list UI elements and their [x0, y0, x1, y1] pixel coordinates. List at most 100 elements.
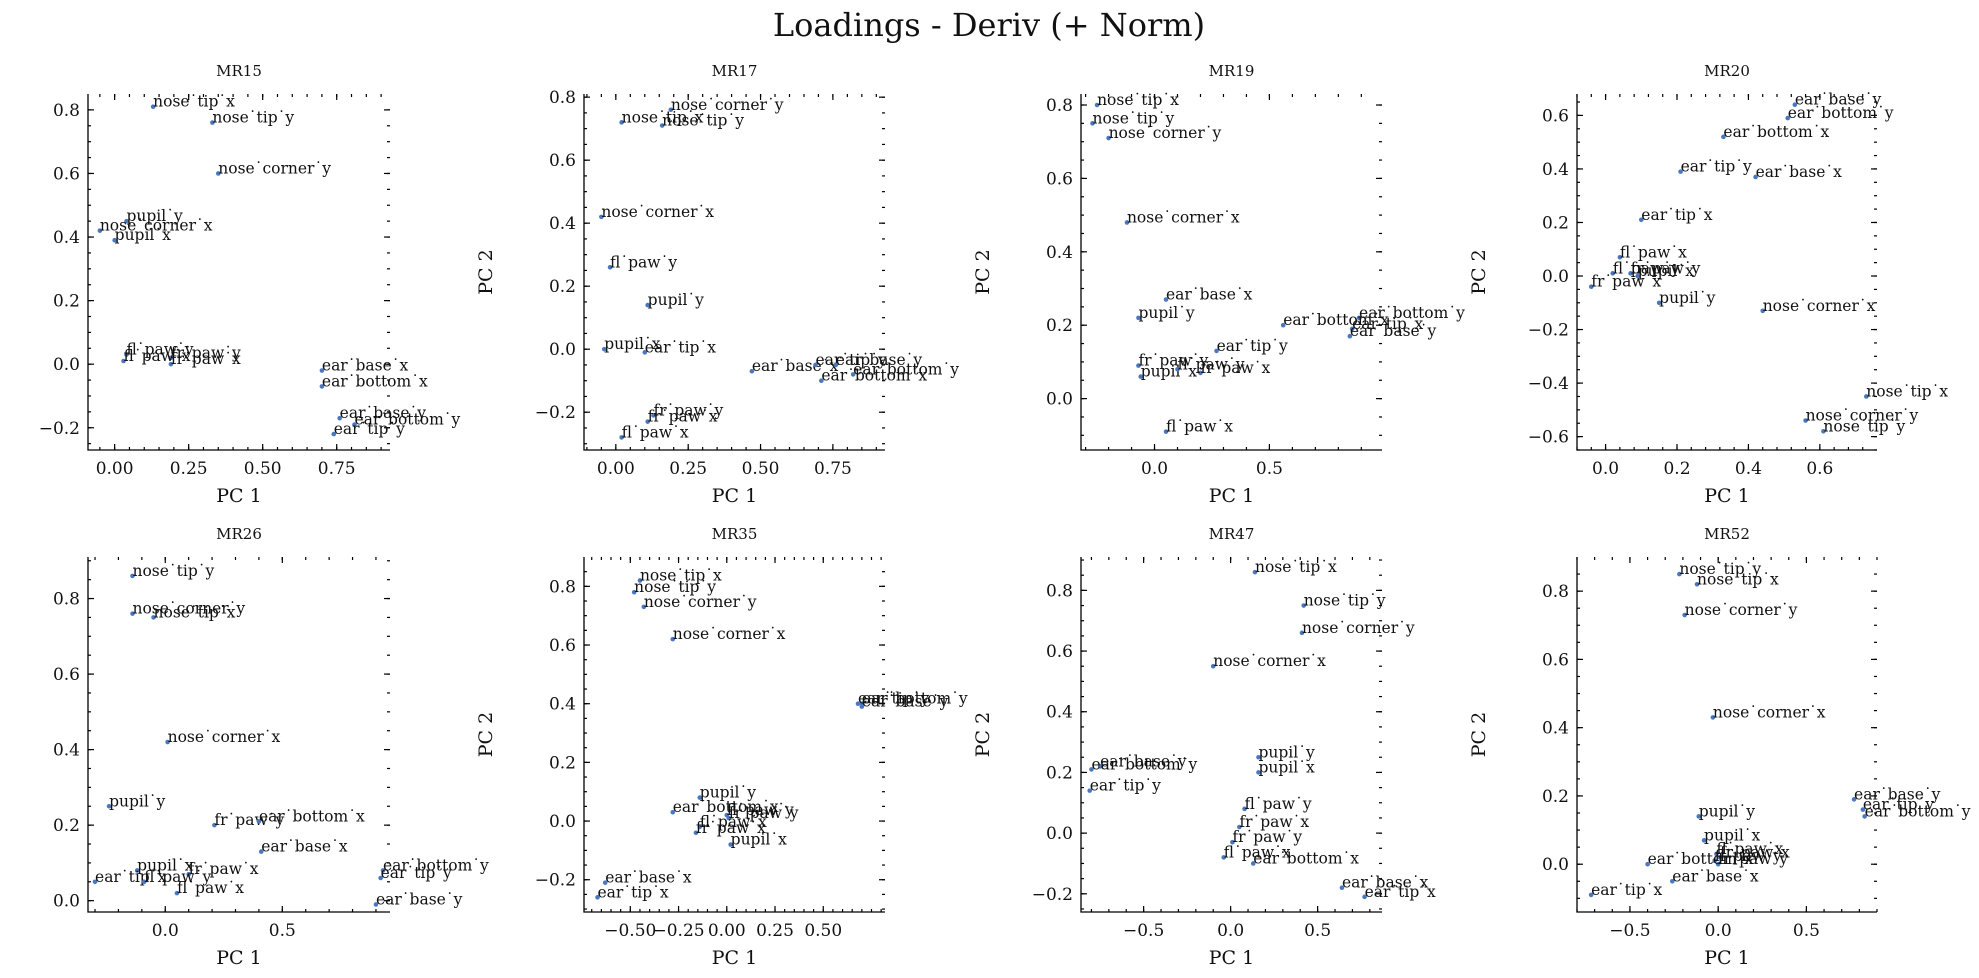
data-point	[645, 302, 650, 308]
y-tick-label: 0.8	[549, 577, 576, 597]
data-point	[619, 435, 624, 440]
point-label: nose˙corner˙y	[1109, 124, 1222, 142]
y-tick-label: 0.6	[53, 164, 80, 184]
data-point	[859, 704, 865, 709]
data-point	[92, 879, 98, 885]
data-point	[1710, 715, 1716, 720]
point-label: ear˙bottom˙x	[259, 807, 365, 825]
x-tick-label: 0.25	[669, 459, 707, 479]
x-axis-label: PC 1	[1704, 947, 1749, 969]
x-tick-label: 0.50	[244, 459, 282, 479]
point-label: pupil˙x	[1141, 363, 1197, 381]
y-tick-label: 0.6	[549, 636, 576, 656]
point-label: ear˙tip˙y	[1681, 158, 1752, 176]
y-tick-label: 0.2	[53, 292, 80, 312]
data-point	[1682, 612, 1687, 618]
y-axis-label: PC 2	[1468, 712, 1490, 757]
point-label: nose˙corner˙y	[1685, 601, 1798, 619]
x-tick-label: 0.00	[597, 459, 635, 479]
data-point	[1715, 861, 1721, 867]
data-point	[1851, 797, 1857, 802]
point-label: fl˙paw˙x	[1166, 418, 1233, 436]
data-point	[150, 104, 156, 110]
data-point	[124, 352, 129, 357]
data-point	[602, 880, 608, 885]
point-label: ear˙base˙y	[836, 351, 923, 369]
y-tick-label: 0.6	[1542, 650, 1569, 670]
point-label: ear˙bottom˙x	[673, 798, 779, 816]
data-point	[1588, 892, 1594, 898]
x-tick-label: 0.2	[1663, 459, 1690, 479]
data-point	[1760, 308, 1766, 314]
point-label: ear˙base˙x	[1672, 867, 1759, 885]
data-point	[1862, 814, 1867, 819]
y-tick-label: 0.4	[53, 228, 80, 248]
data-point	[1136, 315, 1141, 321]
figure-title: Loadings - Deriv (+ Norm)	[773, 6, 1205, 44]
data-point	[373, 902, 379, 907]
point-label: pupil˙y	[648, 291, 704, 309]
point-label: fr˙paw˙x	[1591, 273, 1661, 291]
data-point	[1863, 394, 1869, 399]
x-tick-label: 0.0	[152, 921, 179, 941]
data-point	[1124, 220, 1130, 225]
y-tick-label: 0.0	[1046, 390, 1073, 410]
x-tick-label: 0.5	[1793, 921, 1820, 941]
data-point	[1230, 839, 1235, 845]
point-label: nose˙corner˙y	[644, 593, 757, 611]
y-tick-label: 0.2	[1046, 763, 1073, 783]
x-tick-label: 0.00	[708, 921, 746, 941]
point-label: ear˙bottom˙y	[862, 690, 968, 708]
point-label: ear˙bottom˙x	[322, 372, 428, 390]
data-point	[212, 822, 217, 828]
point-label: nose˙tip˙y	[212, 109, 294, 127]
data-point	[258, 849, 264, 854]
point-label: fr˙paw˙y	[214, 811, 284, 829]
point-label: pupil˙x	[604, 335, 660, 353]
data-point	[106, 803, 112, 809]
point-label: pupil˙y	[109, 792, 165, 810]
point-label: fr˙paw˙x	[1239, 813, 1309, 831]
data-point	[141, 879, 147, 885]
data-point	[855, 701, 861, 706]
point-label: pupil˙x	[1704, 826, 1760, 844]
panel-title: MR52	[1704, 525, 1750, 543]
data-point	[697, 824, 703, 830]
point-label: ear˙base˙y	[340, 404, 427, 422]
data-point	[1299, 630, 1305, 636]
data-point	[668, 107, 674, 113]
data-point	[1090, 121, 1095, 126]
data-point	[97, 228, 103, 233]
y-axis-label: PC 2	[1468, 249, 1490, 294]
data-point	[601, 346, 607, 352]
point-label: fl˙paw˙x	[1224, 843, 1291, 861]
data-point	[1356, 315, 1362, 321]
panel-grid: MR15 0.00 0.25 0.50 0.75 −0.2 0.0 0.2 0.4 0.6 0.8 P…	[0, 62, 1971, 969]
data-point	[637, 578, 643, 583]
data-point	[1821, 428, 1826, 434]
point-label: fl˙paw˙y	[727, 801, 794, 819]
data-point	[1677, 571, 1682, 577]
point-label: fl˙paw˙y	[610, 253, 677, 271]
data-point	[319, 368, 325, 373]
point-label: ear˙bottom˙x	[1283, 311, 1389, 329]
data-point	[1339, 885, 1345, 891]
y-tick-label: 0.8	[53, 101, 80, 121]
point-label: nose˙corner˙y	[671, 96, 784, 114]
y-tick-label: 0.2	[549, 277, 576, 297]
y-tick-label: 0.2	[1046, 316, 1073, 336]
data-point	[1617, 254, 1623, 260]
panel-mr19: MR19 0.0 0.5 0.0 0.2 0.4 0.6 0.8 PC 1 PC 2 nose˙ti…	[972, 62, 1465, 507]
x-tick-label: 0.0	[1217, 921, 1244, 941]
y-tick-label: 0.2	[1542, 787, 1569, 807]
point-label: ear˙bottom˙y	[1788, 104, 1894, 122]
point-label: ear˙tip˙y	[1090, 777, 1161, 795]
point-label: pupil˙x	[115, 226, 171, 244]
y-tick-label: −0.2	[1032, 885, 1073, 905]
y-tick-label: 0.4	[549, 695, 576, 715]
data-point	[168, 355, 174, 361]
point-label: pupil˙y	[700, 784, 756, 802]
y-tick-label: 0.4	[1542, 160, 1569, 180]
point-label: ear˙bottom˙x	[1253, 849, 1359, 867]
data-point	[1721, 134, 1726, 140]
